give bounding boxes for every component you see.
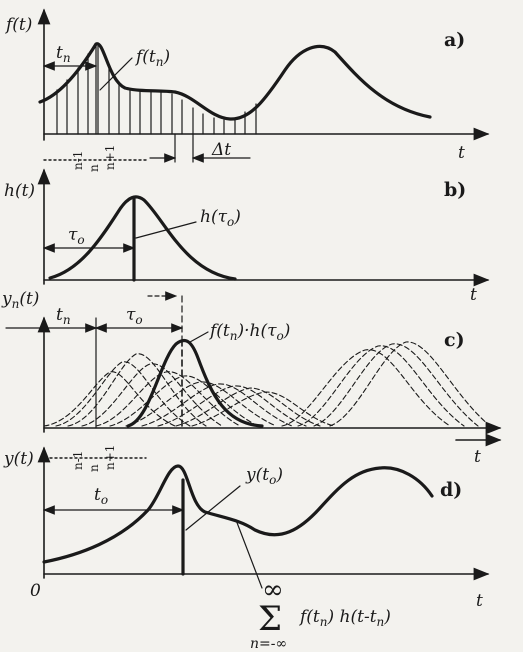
panel-a-curve bbox=[38, 42, 432, 121]
panel-c-product-pointer bbox=[189, 331, 209, 343]
panel-d-origin: 0 bbox=[30, 581, 41, 601]
panel-a-tn-label: tn bbox=[56, 43, 71, 65]
panel-b-point-label: h(τo) bbox=[200, 207, 241, 229]
panel-d-tag: d) bbox=[440, 479, 462, 501]
panel-a-tag: a) bbox=[444, 29, 465, 51]
panel-d-tick-np1: n+1 bbox=[103, 445, 117, 470]
panel-c-x-label: t bbox=[474, 447, 481, 467]
panel-d-tick-nm1: n-1 bbox=[71, 451, 85, 470]
panel-b-tag: b) bbox=[444, 179, 466, 201]
panel-d-curve bbox=[42, 464, 434, 564]
panel-b-x-label: t bbox=[470, 285, 477, 305]
panel-c-tag: c) bbox=[444, 329, 465, 351]
panel-b-point-pointer bbox=[135, 221, 197, 239]
panel-d-point-label: y(to) bbox=[245, 465, 283, 487]
panel-a-tick-nm1: n-1 bbox=[71, 151, 85, 170]
panel-d-point-pointer bbox=[185, 485, 241, 531]
panel-d-sum-pointer bbox=[235, 519, 263, 589]
panel-c-dashed-pulses bbox=[43, 341, 491, 427]
panel-a-point-label: f(tn) bbox=[134, 47, 170, 69]
panel-c-product-curve bbox=[126, 338, 264, 428]
panel-d-tick-n: n bbox=[87, 464, 101, 472]
panel-a: f(t) a) t tn f(tn) Δt n-1 n n+1 bbox=[4, 8, 490, 172]
panel-a-x-label: t bbox=[458, 143, 465, 163]
panel-d-y-label: y(t) bbox=[3, 449, 34, 469]
panel-b-tau-label: τo bbox=[68, 225, 85, 247]
panel-d-to-label: to bbox=[94, 485, 108, 507]
panel-c-y-label: yn(t) bbox=[1, 289, 39, 311]
sum-lower-limit: n=-∞ bbox=[250, 636, 287, 652]
panel-a-dt-label: Δt bbox=[211, 140, 231, 160]
panel-d: y(t) d) t 0 to y(to) n-1 n n+1 ∞ Σ n=-∞ … bbox=[3, 445, 490, 652]
panel-a-y-label: f(t) bbox=[4, 15, 32, 35]
panel-b: h(t) b) t τo h(τo) bbox=[4, 168, 490, 305]
panel-c-tau-label: τo bbox=[126, 305, 143, 327]
panel-c-tn-label: tn bbox=[56, 305, 71, 327]
panel-b-y-label: h(t) bbox=[4, 181, 35, 201]
panel-a-point-pointer bbox=[99, 57, 133, 91]
panel-c-product-label: f(tn)·h(τo) bbox=[208, 321, 290, 343]
panel-d-x-label: t bbox=[476, 591, 483, 611]
panel-c: yn(t) c) t tn τo f(tn)·h(τo) bbox=[1, 289, 502, 467]
panel-a-tick-np1: n+1 bbox=[103, 145, 117, 170]
sum-upper-limit: ∞ bbox=[262, 575, 284, 605]
sum-symbol: Σ bbox=[258, 599, 282, 639]
sum-term: f(tn) h(t-tn) bbox=[298, 607, 391, 629]
panel-a-tick-n: n bbox=[87, 164, 101, 172]
